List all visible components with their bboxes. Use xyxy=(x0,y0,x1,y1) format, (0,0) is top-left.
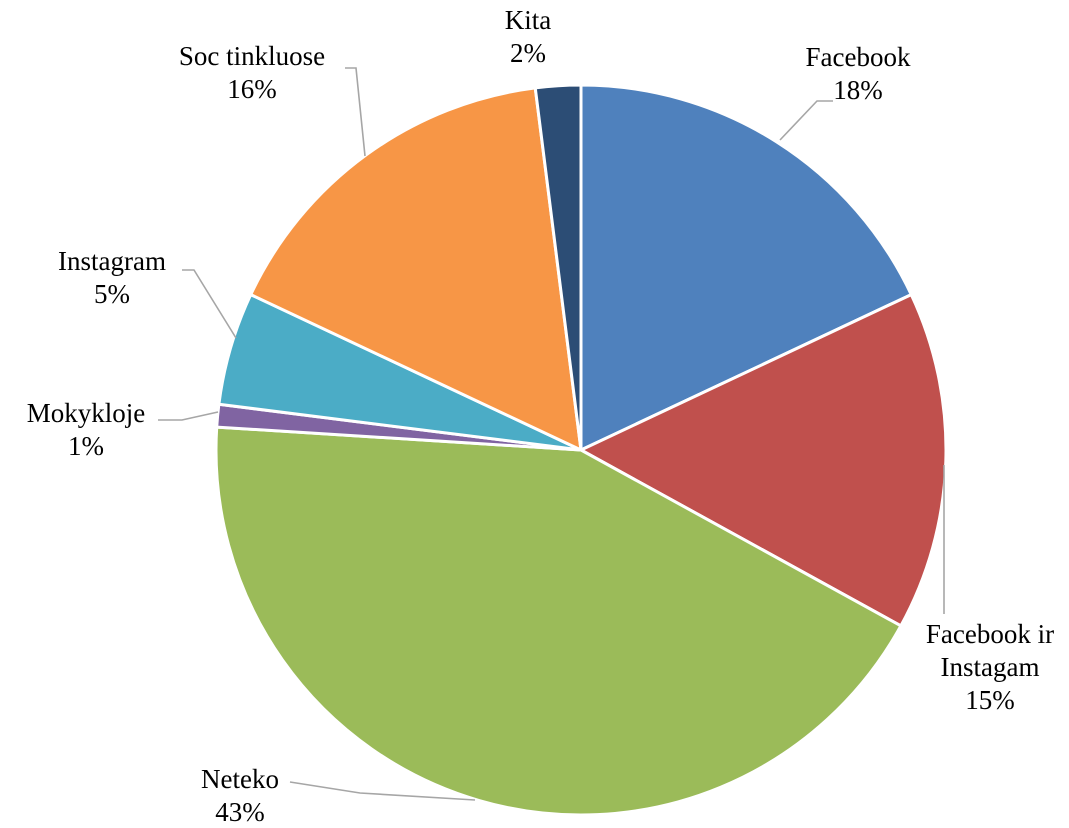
category-label: Soc tinkluose xyxy=(179,41,325,71)
data-label-kita: Kita 2% xyxy=(505,5,552,68)
leader-line-soc-tinkluose xyxy=(345,67,366,157)
leader-line-neteko xyxy=(289,781,476,801)
data-labels: Facebook 18% Facebook ir Instagam 15% Neteko 4… xyxy=(27,5,1054,827)
percent-label: 15% xyxy=(965,685,1015,715)
slice-facebook-ir-instagam xyxy=(579,293,948,628)
leader-lines xyxy=(158,67,945,801)
slice-neteko xyxy=(214,425,903,817)
leader-line-mokykloje xyxy=(158,411,219,421)
leader-line-facebook xyxy=(779,100,833,141)
data-label-facebook: Facebook 18% xyxy=(806,42,911,105)
slice-kita xyxy=(533,83,583,452)
data-label-instagram: Instagram 5% xyxy=(58,246,166,309)
category-label: Mokykloje xyxy=(27,398,146,428)
data-label-soc-tinkluose: Soc tinkluose 16% xyxy=(179,41,325,104)
data-label-neteko: Neteko 43% xyxy=(201,764,279,827)
percent-label: 43% xyxy=(215,797,265,827)
percent-label: 18% xyxy=(833,75,883,105)
percent-label: 5% xyxy=(94,279,130,309)
data-label-facebook-ir-instagam: Facebook ir Instagam 15% xyxy=(926,619,1054,715)
percent-label: 16% xyxy=(227,74,277,104)
category-label: Facebook ir xyxy=(926,619,1054,649)
category-label: Instagam xyxy=(941,652,1040,682)
slice-facebook xyxy=(579,83,913,452)
data-label-mokykloje: Mokykloje 1% xyxy=(27,398,146,461)
category-label: Kita xyxy=(505,5,552,35)
category-label: Instagram xyxy=(58,246,166,276)
slice-soc-tinkluose xyxy=(249,86,583,452)
category-label: Facebook xyxy=(806,42,911,72)
leader-line-instagram xyxy=(182,269,237,339)
category-label: Neteko xyxy=(201,764,279,794)
percent-label: 1% xyxy=(68,431,104,461)
percent-label: 2% xyxy=(510,38,546,68)
pie-slices xyxy=(214,83,948,817)
